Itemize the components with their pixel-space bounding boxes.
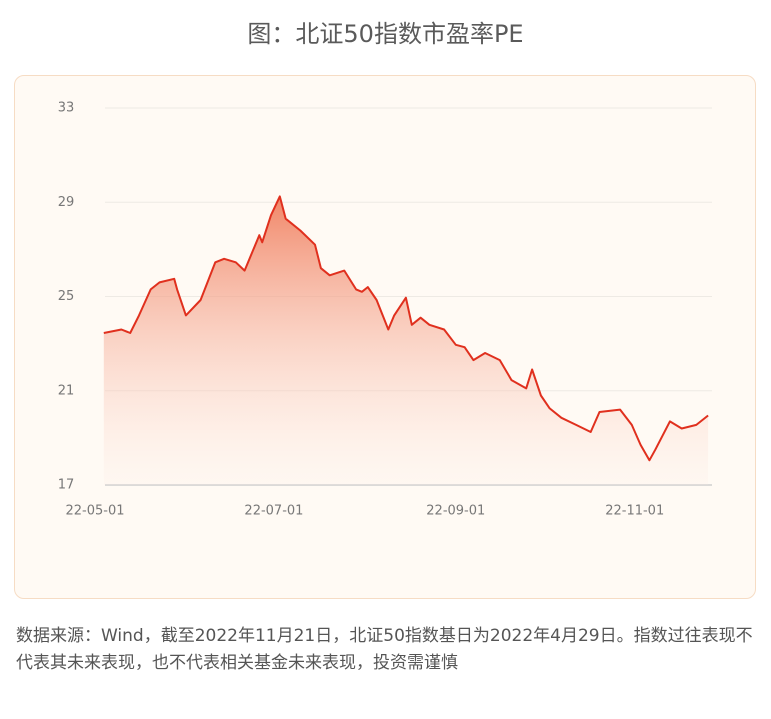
chart: 17 21 25 29 33 22-05-01 22-07-01 22-09-01 22-11-… xyxy=(58,101,712,519)
x-tick-label: 22-11-01 xyxy=(605,504,664,519)
chart-title: 图：北证50指数市盈率PE xyxy=(247,20,524,48)
y-tick-label: 29 xyxy=(58,195,75,210)
x-tick-label: 22-09-01 xyxy=(426,504,485,519)
x-tick-label: 22-07-01 xyxy=(244,504,303,519)
y-tick-label: 21 xyxy=(58,383,75,398)
line xyxy=(103,195,709,462)
y-tick-label: 33 xyxy=(58,101,75,116)
y-tick-label: 25 xyxy=(58,289,75,304)
y-tick-label: 17 xyxy=(58,478,75,493)
source-note: 数据来源：Wind，截至2022年11月21日，北证50指数基日为2022年4月… xyxy=(16,626,753,673)
x-tick-label: 22-05-01 xyxy=(65,504,124,519)
line-area xyxy=(103,196,709,485)
